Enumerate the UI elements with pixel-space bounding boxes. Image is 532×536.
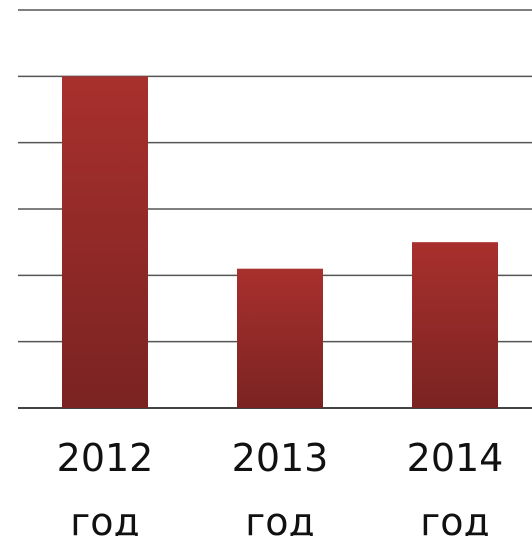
x-tick-label: 2012 год — [56, 436, 154, 536]
x-tick-label: 2013 год — [231, 436, 329, 536]
bar — [62, 76, 148, 408]
bar — [412, 242, 498, 408]
bar — [237, 268, 323, 408]
x-tick-label: 2014 год — [406, 436, 504, 536]
